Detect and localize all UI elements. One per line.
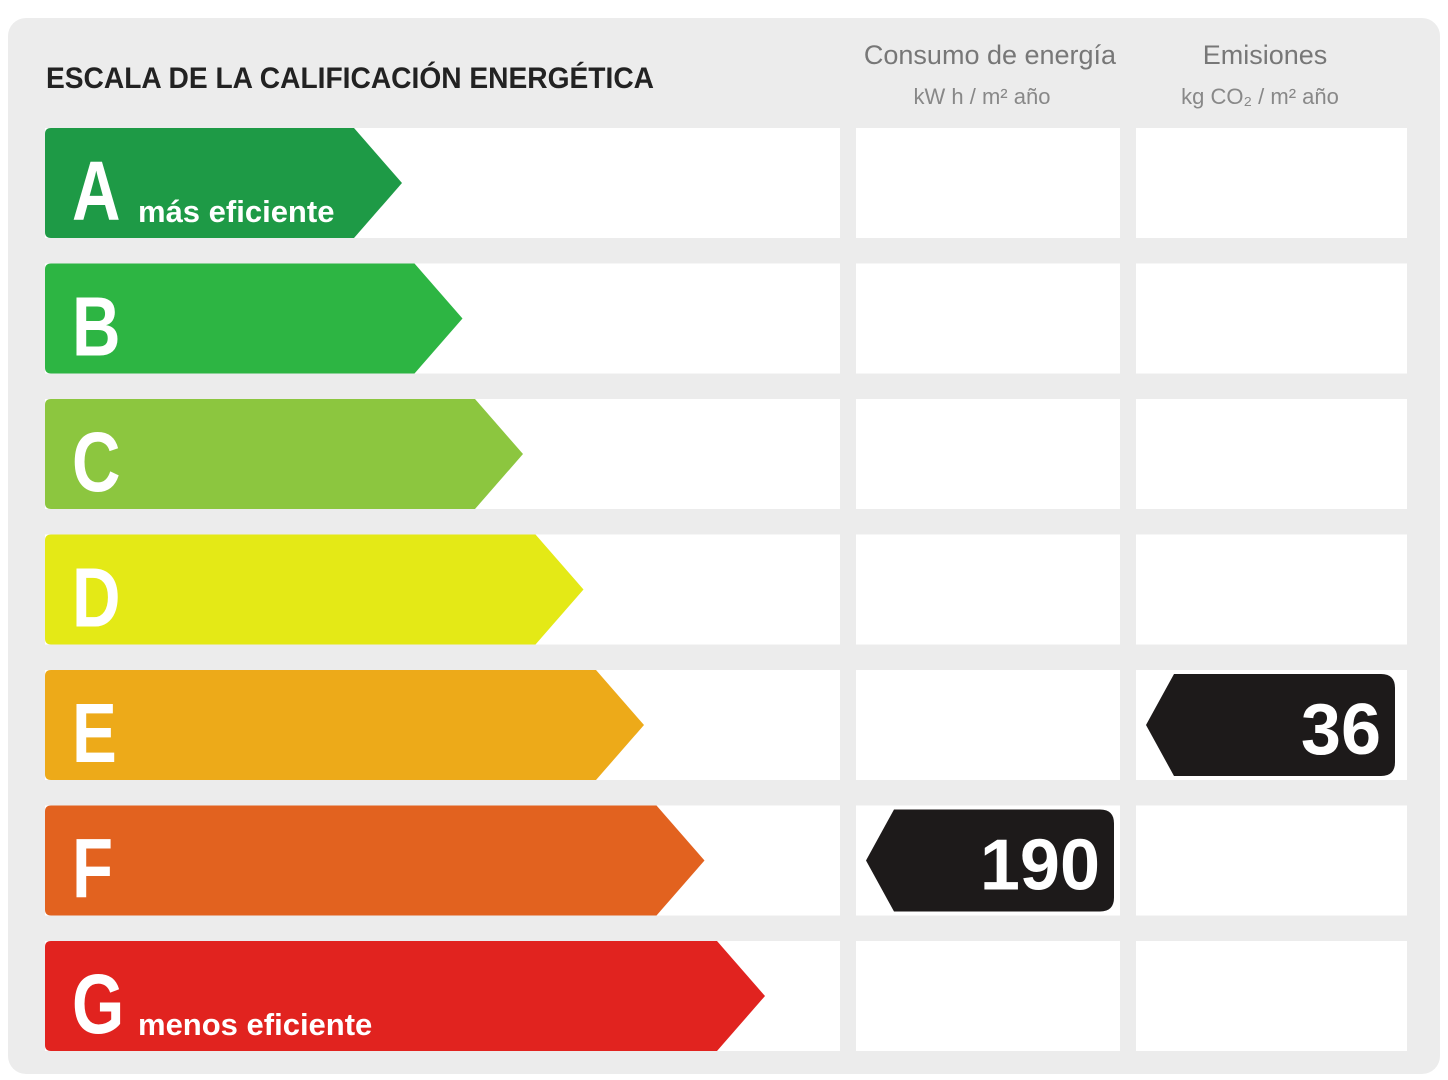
emissions-cell: [1136, 941, 1407, 1051]
rating-letter: C: [72, 416, 121, 510]
consumption-cell: [856, 534, 1120, 645]
rating-letter: G: [72, 958, 124, 1052]
rating-arrow: [45, 263, 463, 374]
value-pointer: [866, 809, 1114, 912]
emissions-cell: [1136, 128, 1407, 238]
rating-arrow: [45, 670, 644, 780]
rating-arrow: [45, 941, 765, 1051]
consumption-cell: [856, 128, 1120, 238]
column-unit: kW h / m² año: [914, 84, 1051, 109]
rating-letter: D: [72, 551, 121, 645]
rating-letter: E: [72, 687, 117, 781]
value-pointer: [1146, 674, 1395, 776]
title: ESCALA DE LA CALIFICACIÓN ENERGÉTICA: [46, 61, 654, 95]
consumption-cell: [856, 399, 1120, 509]
rating-note: menos eficiente: [138, 1007, 372, 1042]
emissions-cell: [1136, 263, 1407, 374]
column-title: Consumo de energía: [864, 40, 1117, 70]
emissions-cell: [1136, 805, 1407, 916]
rating-note: más eficiente: [138, 194, 334, 229]
value-label: 36: [1301, 690, 1381, 770]
rating-arrow: [45, 805, 705, 916]
value-label: 190: [980, 826, 1100, 906]
rating-letter: F: [72, 822, 113, 916]
rating-letter: B: [72, 280, 121, 374]
consumption-cell: [856, 941, 1120, 1051]
consumption-cell: [856, 263, 1120, 374]
column-unit: kg CO₂ / m² año: [1181, 84, 1339, 109]
consumption-cell: [856, 670, 1120, 780]
rating-arrow: [45, 399, 523, 509]
column-title: Emisiones: [1203, 40, 1328, 70]
rating-arrow: [45, 128, 402, 238]
rating-arrow: [45, 534, 584, 645]
emissions-cell: [1136, 399, 1407, 509]
emissions-cell: [1136, 534, 1407, 645]
rating-letter: A: [72, 145, 121, 239]
